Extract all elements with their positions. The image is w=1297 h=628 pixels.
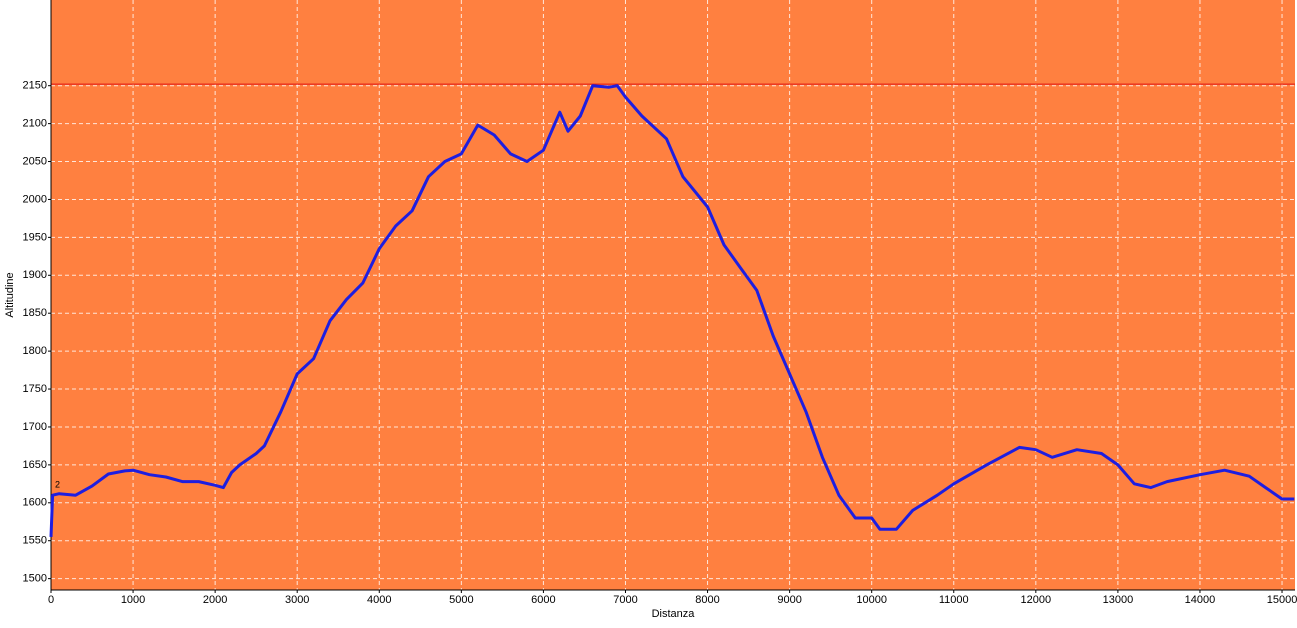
y-tick-label: 2050 — [23, 155, 47, 167]
x-tick-label: 6000 — [531, 594, 555, 606]
x-tick-label: 15000 — [1267, 594, 1297, 606]
elevation-line — [49, 84, 1295, 537]
y-tick-label: 1600 — [23, 497, 47, 509]
x-tick-label: 10000 — [856, 594, 887, 606]
x-tick-label: 7000 — [613, 594, 637, 606]
y-tick-label: 1500 — [23, 573, 47, 585]
x-tick-label: 3000 — [285, 594, 309, 606]
x-tick-label: 14000 — [1185, 594, 1216, 606]
y-tick-label: 1550 — [23, 535, 47, 547]
x-tick-label: 5000 — [449, 594, 473, 606]
x-tick-label: 11000 — [939, 594, 969, 606]
x-tick-label: 13000 — [1103, 594, 1134, 606]
x-tick-label: 8000 — [695, 594, 719, 606]
y-tick-label: 1700 — [23, 421, 47, 433]
annotation: 2 — [55, 480, 60, 490]
y-tick-label: 1750 — [23, 383, 47, 395]
y-tick-label: 2100 — [23, 118, 47, 130]
y-tick-label: 2000 — [23, 193, 47, 205]
x-tick-label: 1000 — [121, 594, 145, 606]
y-tick-label: 2150 — [23, 80, 47, 92]
plot-area — [51, 0, 1295, 590]
y-tick-label: 1800 — [23, 345, 47, 357]
x-tick-label: 4000 — [367, 594, 391, 606]
x-tick-label: 2000 — [203, 594, 227, 606]
x-tick-label: 0 — [48, 594, 54, 606]
x-tick-label: 9000 — [777, 594, 801, 606]
x-axis-label: Distanza — [652, 608, 696, 620]
y-axis-label: Altitudine — [4, 272, 16, 317]
y-tick-label: 1900 — [23, 269, 47, 281]
y-tick-label: 1850 — [23, 307, 47, 319]
y-tick-label: 1950 — [23, 231, 47, 243]
y-tick-label: 1650 — [23, 459, 47, 471]
x-tick-label: 12000 — [1021, 594, 1052, 606]
